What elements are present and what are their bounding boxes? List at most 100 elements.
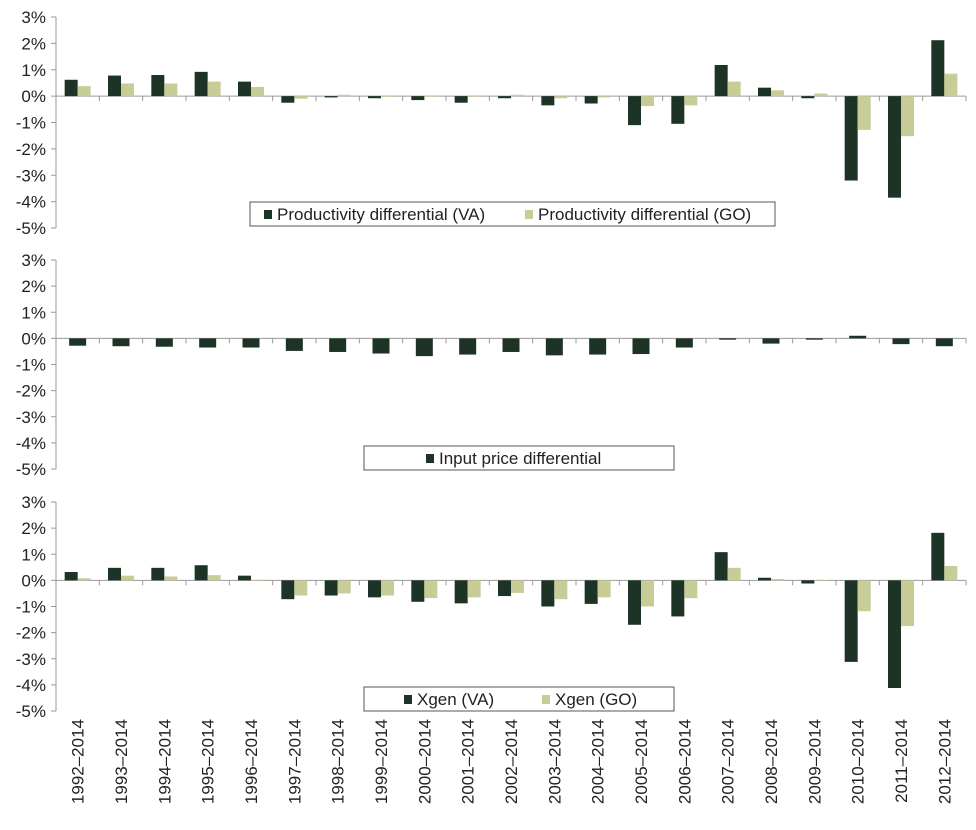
legend-box — [363, 686, 675, 712]
legend-swatch — [264, 210, 272, 219]
legend-swatch — [404, 695, 412, 704]
bar-light — [467, 580, 481, 598]
legend-label: Productivity differential (GO) — [538, 205, 751, 224]
x-category-label: 2010–2014 — [849, 719, 868, 804]
bar-light — [771, 579, 784, 581]
y-tick-label: -1% — [16, 598, 46, 617]
bar-dark — [844, 580, 858, 662]
bar-series — [242, 338, 260, 348]
bar-light — [207, 575, 221, 581]
bar-dark — [151, 567, 165, 581]
bar-light — [77, 578, 91, 581]
y-tick-label: 0% — [21, 329, 46, 348]
bar-light — [77, 86, 91, 97]
bar-dark — [454, 580, 468, 604]
y-tick-label: -4% — [16, 676, 46, 695]
bar-dark — [628, 96, 641, 126]
bar-dark — [628, 580, 641, 625]
bar-light — [857, 580, 871, 612]
x-category-label: 2012–2014 — [935, 719, 954, 804]
y-tick-label: -1% — [16, 114, 46, 133]
bar-dark — [324, 96, 338, 98]
y-tick-label: -2% — [16, 624, 46, 643]
bar-light — [251, 580, 264, 581]
y-tick-label: -5% — [16, 219, 46, 238]
bar-light — [511, 94, 524, 97]
y-tick-label: -4% — [16, 434, 46, 453]
bar-dark — [844, 96, 858, 181]
y-tick-label: 0% — [21, 87, 46, 106]
y-tick-label: 2% — [21, 519, 46, 538]
y-tick-label: 3% — [21, 8, 46, 27]
bar-dark — [888, 96, 901, 198]
x-category-label: 1996–2014 — [242, 719, 261, 804]
y-tick-label: 1% — [21, 61, 46, 80]
bar-light — [641, 580, 654, 607]
legend-swatch — [426, 454, 434, 463]
x-category-label: 2006–2014 — [675, 719, 694, 804]
bar-series — [632, 338, 650, 355]
x-category-label: 1993–2014 — [112, 719, 131, 804]
bar-light — [337, 94, 351, 97]
y-tick-label: -3% — [16, 408, 46, 427]
bar-series — [459, 338, 477, 355]
x-category-label: 2000–2014 — [415, 719, 434, 804]
y-tick-label: 2% — [21, 34, 46, 53]
bar-light — [121, 575, 134, 581]
x-category-label: 2005–2014 — [632, 719, 651, 804]
y-tick-label: 0% — [21, 571, 46, 590]
bar-dark — [411, 580, 425, 602]
bar-dark — [368, 96, 381, 99]
bar-series — [762, 338, 780, 344]
x-category-label: 1995–2014 — [199, 719, 218, 804]
bar-series — [805, 338, 823, 340]
bar-light — [597, 96, 611, 98]
legend-swatch — [525, 210, 533, 219]
legend-box — [249, 201, 776, 227]
bar-dark — [368, 580, 381, 598]
bar-series — [502, 338, 520, 352]
bar-light — [814, 93, 828, 97]
bar-dark — [671, 580, 685, 617]
y-tick-label: 3% — [21, 493, 46, 512]
bar-dark — [64, 572, 78, 581]
bar-dark — [151, 75, 165, 97]
bar-light — [771, 90, 784, 97]
bar-series — [329, 338, 347, 352]
bar-series — [69, 338, 87, 346]
bar-light — [944, 566, 958, 581]
bar-light — [727, 567, 741, 581]
bar-light — [381, 580, 394, 596]
bar-light — [641, 96, 654, 107]
bar-light — [511, 580, 524, 593]
y-tick-label: -3% — [16, 650, 46, 669]
bar-light — [424, 96, 438, 97]
bar-dark — [758, 577, 771, 581]
legend-label: Xgen (GO) — [555, 690, 637, 709]
bar-dark — [671, 96, 685, 124]
y-tick-label: 2% — [21, 277, 46, 296]
legend-label: Productivity differential (VA) — [277, 205, 485, 224]
bar-dark — [194, 71, 208, 97]
bar-light — [727, 81, 741, 97]
legend-label: Xgen (VA) — [417, 690, 494, 709]
x-category-label: 2009–2014 — [805, 719, 824, 804]
x-category-label: 2002–2014 — [502, 719, 521, 804]
bar-series — [849, 335, 867, 339]
y-tick-label: 1% — [21, 545, 46, 564]
x-category-label: 2007–2014 — [719, 719, 738, 804]
x-category-label: 1998–2014 — [329, 719, 348, 804]
bar-light — [207, 81, 221, 97]
bar-light — [121, 83, 134, 97]
bar-series — [415, 338, 433, 357]
bar-series — [675, 338, 693, 348]
bar-light — [337, 580, 351, 594]
bar-dark — [931, 40, 945, 97]
x-category-label: 2004–2014 — [589, 719, 608, 804]
bar-light — [164, 576, 178, 581]
bar-dark — [801, 96, 815, 99]
bar-light — [381, 96, 394, 97]
x-category-label: 1999–2014 — [372, 719, 391, 804]
x-category-label: 1994–2014 — [155, 719, 174, 804]
